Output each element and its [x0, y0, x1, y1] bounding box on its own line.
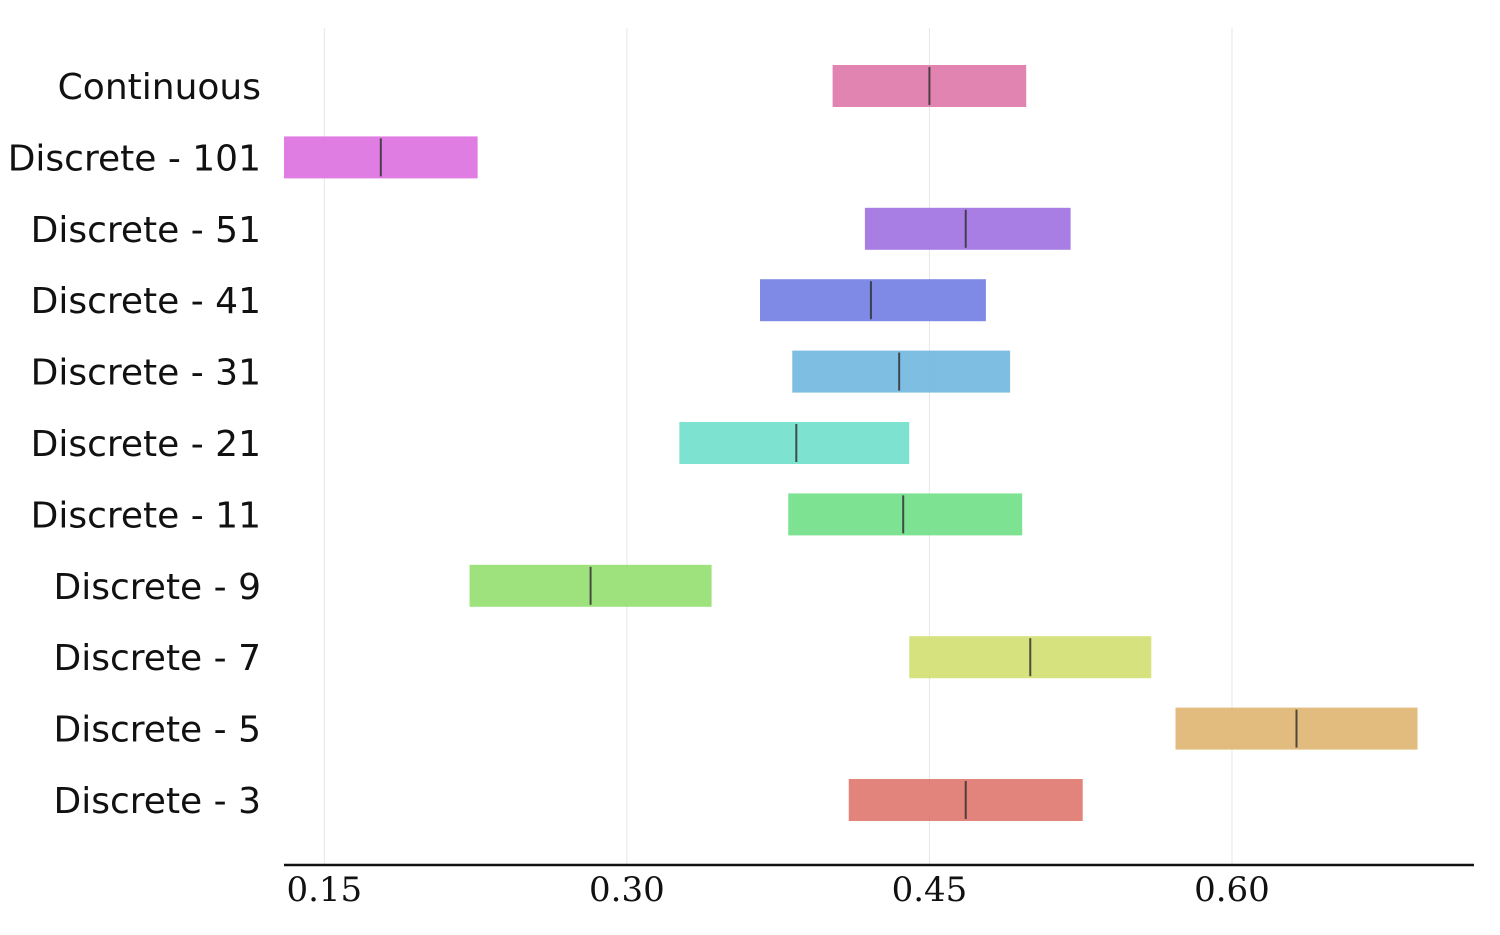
category-label: Discrete - 11 — [31, 495, 261, 536]
interval-bar — [864, 207, 1071, 250]
x-tick-label: 0.15 — [286, 870, 362, 910]
interval-bar — [679, 422, 910, 464]
x-tick-label: 0.30 — [589, 870, 665, 910]
category-label: Discrete - 41 — [31, 281, 261, 322]
category-label: Discrete - 9 — [54, 567, 261, 608]
x-tick-label: 0.45 — [892, 870, 968, 910]
interval-bar — [788, 493, 1023, 536]
category-label: Discrete - 3 — [54, 781, 261, 822]
interval-bar — [792, 350, 1011, 393]
x-axis: 0.15 0.30 0.45 0.60 — [284, 863, 1474, 910]
category-labels: Continuous Discrete - 101 Discrete - 51 Dis… — [8, 67, 261, 822]
category-label: Continuous — [58, 67, 261, 108]
x-tick-label: 0.60 — [1194, 870, 1270, 910]
interval-bar — [760, 279, 986, 322]
category-label: Discrete - 101 — [8, 138, 261, 179]
bar-layer — [284, 65, 1418, 821]
category-label: Discrete - 31 — [31, 353, 261, 394]
category-label: Discrete - 51 — [31, 210, 261, 251]
category-label: Discrete - 21 — [31, 424, 261, 465]
category-label: Discrete - 7 — [54, 638, 261, 679]
category-label: Discrete - 5 — [54, 710, 261, 751]
